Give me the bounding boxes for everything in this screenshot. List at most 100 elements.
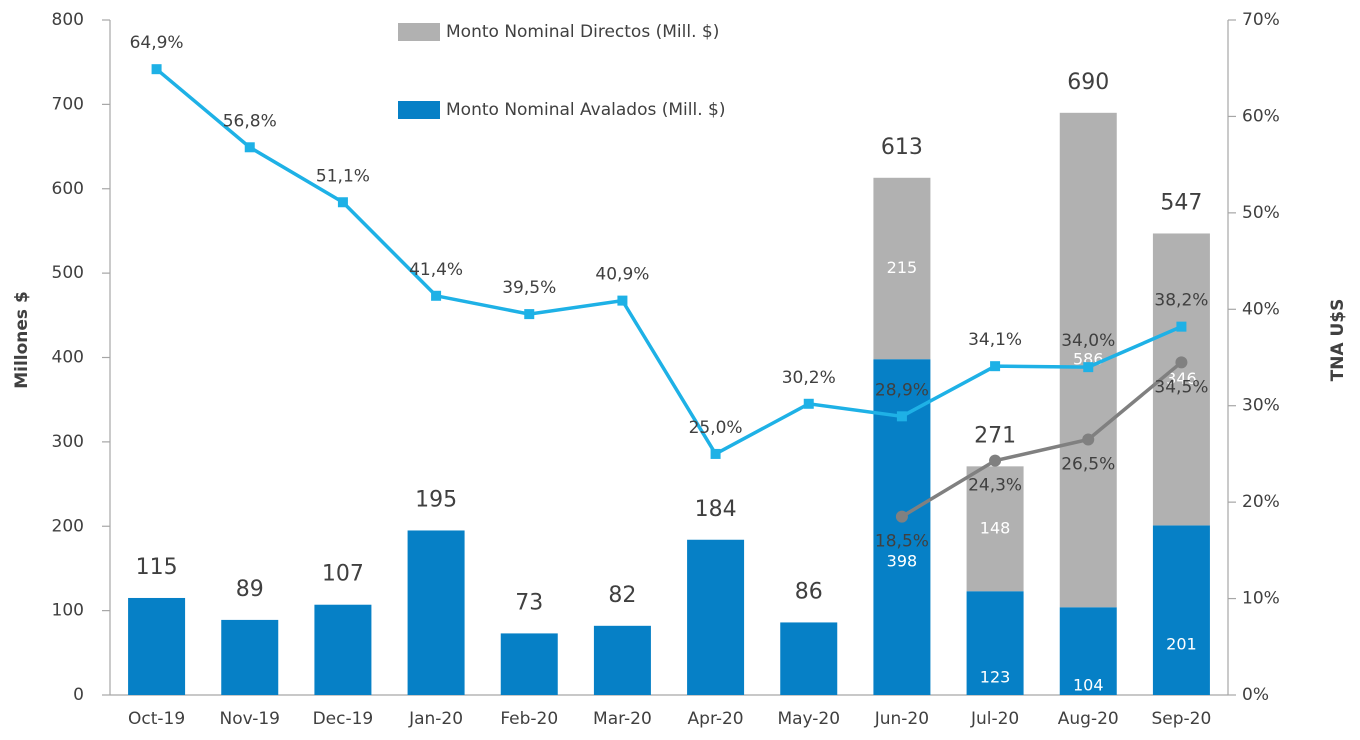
total-label: 547 <box>1160 190 1202 215</box>
line-marker <box>337 197 348 208</box>
x-tick-label: Jun-20 <box>874 709 929 729</box>
bar-segment <box>1059 607 1117 695</box>
y-axis-title: Millones $ <box>12 291 32 389</box>
x-tick-label: Dec-19 <box>313 709 374 729</box>
y2-tick-label: 0% <box>1242 685 1269 705</box>
total-label: 690 <box>1067 70 1109 95</box>
line-value-label: 24,3% <box>968 476 1022 496</box>
segment-label: 346 <box>1166 369 1197 388</box>
total-label: 82 <box>608 583 636 608</box>
y2-axis-title: TNA U$S <box>1328 299 1348 382</box>
legend-swatch <box>398 101 440 119</box>
segment-label: 148 <box>980 518 1011 537</box>
line-value-label: 30,2% <box>782 368 836 388</box>
y-tick-label: 600 <box>52 179 84 199</box>
segment-label: 201 <box>1166 635 1197 654</box>
y2-tick-label: 40% <box>1242 299 1280 319</box>
bar-segment <box>593 625 651 695</box>
segment-label: 398 <box>887 552 918 571</box>
line-marker <box>151 64 162 75</box>
line-value-label: 34,5% <box>1154 377 1208 397</box>
x-tick-label: Aug-20 <box>1058 709 1119 729</box>
y2-tick-label: 10% <box>1242 589 1280 609</box>
line-value-label: 34,0% <box>1061 331 1115 351</box>
line-value-label: 56,8% <box>223 111 277 131</box>
line-marker <box>895 510 908 523</box>
x-tick-label: May-20 <box>777 709 840 729</box>
x-tick-label: Feb-20 <box>500 709 558 729</box>
line-marker <box>1083 362 1094 373</box>
bar-segment <box>1152 525 1210 695</box>
y2-tick-label: 50% <box>1242 203 1280 223</box>
line <box>155 67 1183 457</box>
bar-segment <box>221 619 279 695</box>
line-value-label: 25,0% <box>689 418 743 438</box>
bar-segment <box>873 177 931 360</box>
total-label: 271 <box>974 423 1016 448</box>
line-marker <box>617 295 628 306</box>
legend-label: Monto Nominal Directos (Mill. $) <box>446 22 719 42</box>
y-tick-label: 400 <box>52 348 84 368</box>
y2-tick-label: 60% <box>1242 106 1280 126</box>
total-label: 107 <box>322 562 364 587</box>
line-marker <box>896 411 907 422</box>
x-tick-label: Sep-20 <box>1152 709 1212 729</box>
x-tick-label: Mar-20 <box>593 709 652 729</box>
line-marker <box>710 448 721 459</box>
total-label: 89 <box>236 577 264 602</box>
line-marker <box>1176 321 1187 332</box>
bar-segment <box>966 466 1024 592</box>
line-marker <box>803 398 814 409</box>
line-marker <box>989 454 1002 467</box>
y2-tick-label: 70% <box>1242 10 1280 30</box>
total-label: 195 <box>415 487 457 512</box>
line-value-label: 34,1% <box>968 330 1022 350</box>
total-label: 86 <box>795 579 823 604</box>
bar-segment <box>500 633 558 695</box>
line-value-label: 40,9% <box>595 265 649 285</box>
total-label: 613 <box>881 135 923 160</box>
line-value-label: 38,2% <box>1154 291 1208 311</box>
y-tick-label: 800 <box>52 10 84 30</box>
line-value-label: 18,5% <box>875 532 929 552</box>
line-marker <box>431 290 442 301</box>
line-marker <box>1175 356 1188 369</box>
line-value-label: 64,9% <box>130 33 184 53</box>
y-tick-label: 100 <box>52 601 84 621</box>
line-value-label: 51,1% <box>316 166 370 186</box>
total-label: 73 <box>515 590 543 615</box>
x-tick-label: Jan-20 <box>408 709 463 729</box>
x-tick-label: Oct-19 <box>128 709 185 729</box>
x-tick-label: Nov-19 <box>220 709 281 729</box>
y-tick-label: 500 <box>52 263 84 283</box>
line <box>901 360 1183 519</box>
legend-label: Monto Nominal Avalados (Mill. $) <box>446 100 725 120</box>
segment-label: 123 <box>980 668 1011 687</box>
x-tick-label: Jul-20 <box>970 709 1019 729</box>
bar-segment <box>128 597 186 695</box>
line-value-label: 39,5% <box>502 278 556 298</box>
bar-segment <box>407 530 465 695</box>
line-value-label: 28,9% <box>875 380 929 400</box>
y-tick-label: 0 <box>73 685 84 705</box>
total-label: 184 <box>695 497 737 522</box>
y-tick-label: 300 <box>52 432 84 452</box>
line-marker <box>990 361 1001 372</box>
x-tick-label: Apr-20 <box>688 709 744 729</box>
bar-segment <box>314 604 372 695</box>
segment-label: 104 <box>1073 676 1104 695</box>
line-value-label: 41,4% <box>409 260 463 280</box>
line-marker <box>524 309 535 320</box>
line-value-label: 26,5% <box>1061 454 1115 474</box>
bar-segment <box>687 539 745 695</box>
segment-label: 215 <box>887 258 918 277</box>
bar-segment <box>966 591 1024 695</box>
y-tick-label: 700 <box>52 94 84 114</box>
y2-tick-label: 30% <box>1242 396 1280 416</box>
bar-segment <box>780 622 838 695</box>
y-tick-label: 200 <box>52 516 84 536</box>
total-label: 115 <box>136 555 178 580</box>
line-marker <box>1082 433 1095 446</box>
legend-swatch <box>398 23 440 41</box>
